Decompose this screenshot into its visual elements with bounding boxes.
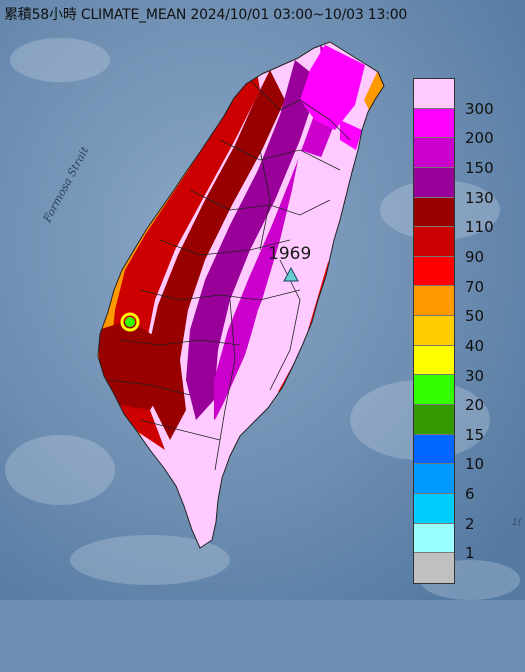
legend-swatch — [414, 464, 454, 494]
legend-label: 40 — [465, 336, 485, 355]
legend-swatch — [414, 553, 454, 583]
legend-swatch — [414, 138, 454, 168]
zone-90 — [110, 42, 260, 450]
legend-label: 30 — [465, 366, 485, 385]
legend-swatch — [414, 493, 454, 524]
legend-swatch — [414, 523, 454, 554]
zone-east-ne — [364, 70, 384, 112]
legend-label: 10 — [465, 455, 485, 474]
legend-swatch — [414, 405, 454, 435]
legend-label: 300 — [465, 99, 494, 118]
legend-label: 200 — [465, 129, 494, 148]
zone-200-patch — [340, 120, 362, 150]
legend-swatch — [414, 316, 454, 346]
zone-110-southwest — [98, 320, 170, 410]
triangle-icon[interactable] — [283, 266, 299, 282]
zone-300-core — [195, 150, 330, 540]
legend-labels: 300 200 150 130 110 90 70 50 40 30 20 15 10 6 2 1 — [459, 78, 521, 672]
legend-label: 130 — [465, 188, 494, 207]
zone-130 — [186, 60, 320, 420]
legend-swatch — [414, 197, 454, 228]
legend-swatch — [414, 434, 454, 465]
legend-swatch — [414, 375, 454, 406]
zone-200-north — [300, 45, 365, 130]
legend-swatch — [414, 345, 454, 376]
legend-label: 1 — [465, 544, 475, 563]
legend-label: 50 — [465, 307, 485, 326]
legend-label: 110 — [465, 218, 494, 237]
legend-swatch — [414, 227, 454, 257]
cloud-texture — [5, 38, 520, 600]
legend-swatch — [414, 79, 454, 109]
legend-label: 70 — [465, 277, 485, 296]
legend-label: 150 — [465, 158, 494, 177]
zone-110 — [148, 70, 285, 440]
zone-20-spot — [125, 317, 135, 327]
corner-label: 1( — [512, 518, 522, 528]
legend-label: 90 — [465, 247, 485, 266]
legend-swatch — [414, 108, 454, 139]
map-title: 累積58小時 CLIMATE_MEAN 2024/10/01 03:00~10/… — [4, 7, 408, 23]
legend-label: 20 — [465, 396, 485, 415]
color-legend — [413, 78, 455, 584]
legend-label: 2 — [465, 514, 475, 533]
legend-label: 15 — [465, 425, 485, 444]
legend-swatch — [414, 256, 454, 287]
legend-swatch — [414, 167, 454, 198]
zone-30-ring — [120, 312, 140, 332]
station-value: 1969 — [268, 244, 312, 264]
legend-label: 6 — [465, 485, 475, 504]
legend-swatch — [414, 286, 454, 317]
